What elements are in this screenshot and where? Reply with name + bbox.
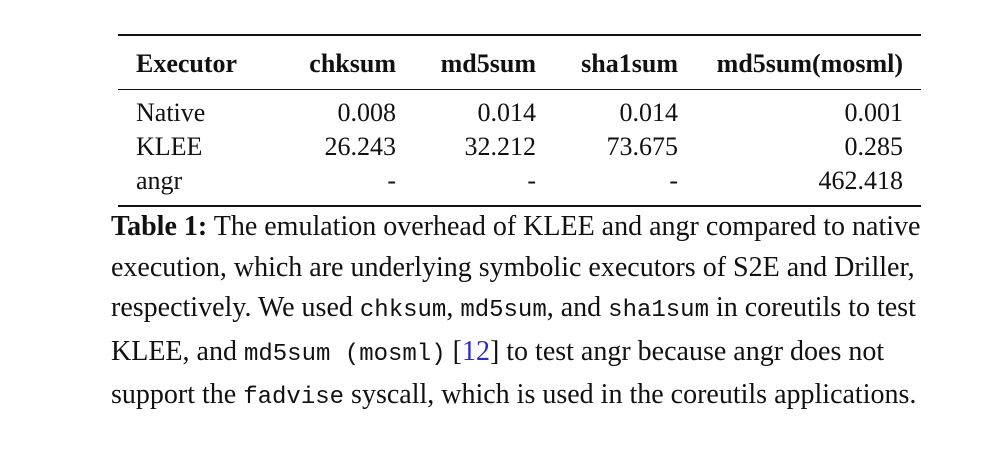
row-native-md5sum-mosml: 0.001: [844, 98, 904, 127]
header-chksum: chksum: [309, 49, 396, 78]
caption-label: Table 1:: [111, 211, 208, 242]
row-klee-md5sum-mosml: 0.285: [844, 132, 904, 161]
caption-code-fadvise: fadvise: [243, 384, 345, 411]
table-header-rule: [118, 89, 921, 90]
header-md5sum-mosml: md5sum(mosml): [716, 49, 903, 78]
caption-code-md5sum: md5sum: [460, 297, 547, 324]
row-native-chksum: 0.008: [337, 98, 397, 127]
header-md5sum: md5sum: [440, 49, 536, 78]
caption-text: ,: [446, 292, 461, 323]
row-angr-executor: angr: [136, 166, 183, 195]
row-native-sha1sum: 0.014: [619, 98, 679, 127]
row-klee-chksum: 26.243: [324, 132, 397, 161]
caption-code-chksum: chksum: [359, 297, 447, 324]
table-bottom-rule: [118, 205, 921, 207]
caption-text: The emulation overhead of KLEE and angr …: [111, 211, 921, 323]
header-executor: Executor: [136, 49, 238, 78]
emulation-overhead-table: Executor chksum md5sum sha1sum md5sum(mo…: [118, 34, 921, 198]
row-klee-sha1sum: 73.675: [606, 132, 679, 161]
table-row: KLEE 26.243 32.212 73.675 0.285: [118, 130, 921, 164]
table-header-row: Executor chksum md5sum sha1sum md5sum(mo…: [118, 34, 921, 92]
row-angr-chksum: -: [387, 166, 396, 195]
caption-code-sha1sum: sha1sum: [608, 297, 709, 324]
row-native-md5sum: 0.014: [477, 98, 537, 127]
row-klee-executor: KLEE: [136, 132, 203, 161]
row-klee-md5sum: 32.212: [464, 132, 537, 161]
row-angr-md5sum: -: [527, 166, 536, 195]
citation-link[interactable]: 12: [461, 335, 490, 367]
caption-code-md5sum-mosml: md5sum (mosml): [243, 340, 446, 368]
table-top-rule: [118, 34, 921, 36]
table-caption: Table 1: The emulation overhead of KLEE …: [111, 207, 946, 419]
row-angr-sha1sum: -: [669, 166, 678, 195]
caption-text: ] to test angr because angr does not sup…: [111, 335, 885, 411]
caption-text: [: [445, 335, 462, 367]
table-row: angr - - - 462.418: [118, 164, 921, 198]
header-sha1sum: sha1sum: [581, 49, 678, 78]
caption-text: in coreutils to test KLEE, and: [111, 292, 916, 367]
caption-text: syscall, which is used in the coreutils …: [344, 379, 917, 410]
row-angr-md5sum-mosml: 462.418: [818, 166, 904, 195]
caption-text: , and: [546, 292, 609, 323]
row-native-executor: Native: [136, 98, 206, 127]
table-row: Native 0.008 0.014 0.014 0.001: [118, 92, 921, 130]
